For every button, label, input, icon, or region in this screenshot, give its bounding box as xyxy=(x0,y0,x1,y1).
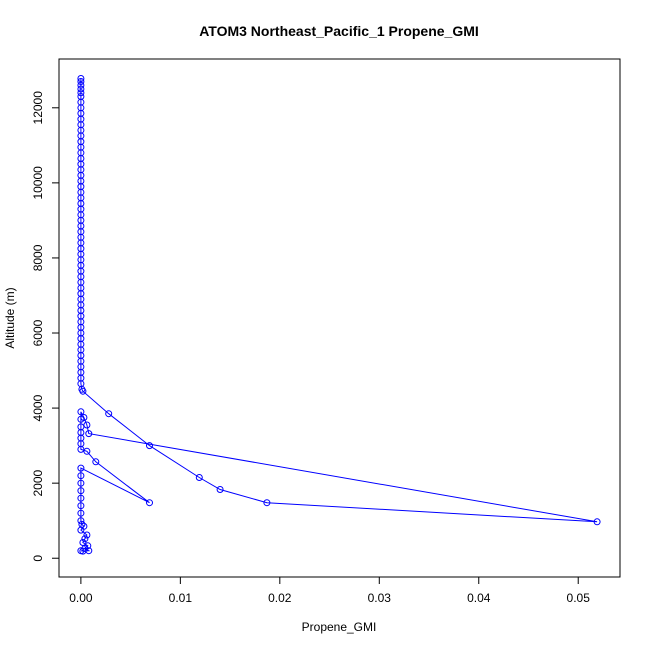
data-point xyxy=(146,499,153,507)
data-point xyxy=(77,502,85,510)
y-tick-label: 4000 xyxy=(31,394,45,421)
data-point xyxy=(83,421,91,429)
data-point xyxy=(83,531,91,539)
data-point xyxy=(77,89,85,97)
y-tick-label: 8000 xyxy=(31,244,45,271)
data-point xyxy=(105,410,113,418)
chart-title: ATOM3 Northeast_Pacific_1 Propene_GMI xyxy=(199,23,479,39)
data-point xyxy=(77,509,85,517)
x-tick-label: 0.03 xyxy=(368,591,392,605)
data-point xyxy=(593,518,601,526)
x-axis-label: Propene_GMI xyxy=(302,620,377,634)
data-point xyxy=(77,408,85,416)
data-point xyxy=(77,464,85,472)
data-point xyxy=(77,81,85,89)
data-point xyxy=(77,85,85,93)
data-point xyxy=(83,447,91,455)
y-axis-label: Altitude (m) xyxy=(3,287,17,348)
x-tick-label: 0.05 xyxy=(567,591,591,605)
data-point xyxy=(263,499,271,507)
data-point xyxy=(77,547,85,555)
data-point xyxy=(77,445,85,453)
y-axis: 0 2000 4000 6000 8000 10000 12000 xyxy=(31,91,60,562)
data-point xyxy=(77,487,85,495)
data-point xyxy=(77,526,85,534)
data-point xyxy=(77,479,85,487)
x-tick-label: 0.04 xyxy=(467,591,491,605)
y-tick-label: 12000 xyxy=(31,91,45,125)
data-point xyxy=(81,535,89,543)
y-tick-label: 0 xyxy=(31,555,45,562)
x-axis: 0.00 0.01 0.02 0.03 0.04 0.05 xyxy=(69,576,591,605)
y-tick-label: 10000 xyxy=(31,166,45,200)
data-point xyxy=(79,539,87,546)
y-tick-label: 6000 xyxy=(31,319,45,346)
data-point xyxy=(216,486,224,493)
data-point xyxy=(77,494,85,502)
data-point xyxy=(77,415,85,423)
data-point xyxy=(77,75,85,82)
x-tick-label: 0.02 xyxy=(268,591,292,605)
data-point xyxy=(77,472,85,480)
data-point xyxy=(195,474,203,481)
series-line xyxy=(80,78,598,552)
x-tick-label: 0.00 xyxy=(69,591,93,605)
data-point xyxy=(85,430,93,438)
data-point xyxy=(146,442,153,450)
data-point xyxy=(77,517,85,525)
data-point xyxy=(79,387,87,395)
y-tick-label: 2000 xyxy=(31,469,45,496)
x-tick-label: 0.01 xyxy=(169,591,193,605)
data-point xyxy=(77,78,85,85)
data-point xyxy=(92,458,100,466)
series-layer xyxy=(77,75,601,555)
